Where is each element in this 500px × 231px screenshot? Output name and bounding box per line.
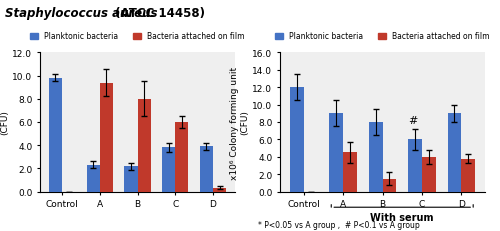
Bar [86, 165, 100, 192]
Y-axis label: x10⁶ Colony forming unit
(CFU): x10⁶ Colony forming unit (CFU) [0, 66, 10, 179]
Bar [200, 147, 213, 192]
Bar [100, 83, 113, 192]
Bar [408, 140, 422, 192]
Legend: Planktonic bacteria, Bacteria attached on film: Planktonic bacteria, Bacteria attached o… [27, 29, 248, 44]
Bar [368, 122, 382, 192]
Bar [462, 159, 475, 192]
Bar [162, 148, 175, 192]
Bar [382, 179, 396, 192]
Bar [175, 122, 188, 192]
Y-axis label: x10⁶ Colony forming unit
(CFU): x10⁶ Colony forming unit (CFU) [230, 66, 250, 179]
Bar [49, 79, 62, 192]
Bar [448, 114, 462, 192]
Bar [330, 114, 343, 192]
Text: * P<0.05 vs A group ,  # P<0.1 vs A group: * P<0.05 vs A group , # P<0.1 vs A group [258, 220, 419, 229]
Bar [290, 88, 304, 192]
Bar [213, 188, 226, 192]
Text: With serum: With serum [370, 213, 434, 222]
Text: (ATCC 14458): (ATCC 14458) [111, 7, 205, 20]
Bar [343, 153, 357, 192]
Bar [138, 99, 150, 192]
Text: Staphylococcus aureus: Staphylococcus aureus [5, 7, 158, 20]
Legend: Planktonic bacteria, Bacteria attached on film: Planktonic bacteria, Bacteria attached o… [272, 29, 493, 44]
Bar [422, 157, 436, 192]
Bar [124, 166, 138, 192]
Text: #: # [408, 116, 418, 126]
